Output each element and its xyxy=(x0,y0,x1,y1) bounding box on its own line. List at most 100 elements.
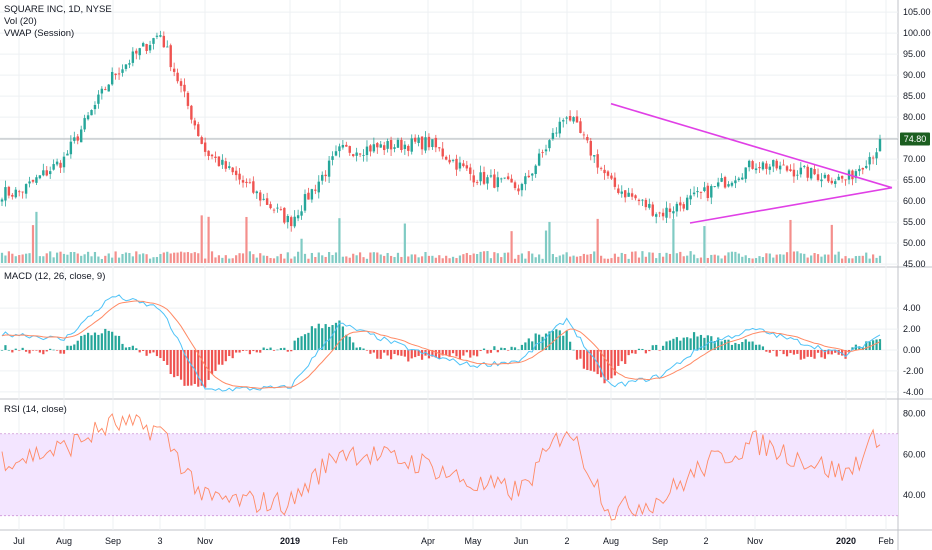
volume-bar xyxy=(696,258,699,263)
macd-histogram-bar xyxy=(569,341,572,350)
rsi-legend[interactable]: RSI (14, close) xyxy=(4,404,67,415)
volume-bar xyxy=(847,258,851,263)
candle-body xyxy=(321,174,324,181)
volume-bar xyxy=(245,216,248,263)
macd-histogram-bar xyxy=(114,335,117,350)
triangle-trendlines[interactable] xyxy=(610,102,893,224)
macd-histogram-bar xyxy=(717,337,720,350)
macd-legend[interactable]: MACD (12, 26, close, 9) xyxy=(4,271,105,282)
volume-bar xyxy=(717,255,720,263)
volume-bar xyxy=(252,254,255,263)
macd-histogram-bar xyxy=(517,349,520,351)
candle-body xyxy=(190,105,193,120)
candle-body xyxy=(531,173,534,176)
time-axis[interactable]: Jul Aug Sep 3 Nov 2019 Feb Apr May Jun 2 Aug Sep 2 Nov… xyxy=(13,536,894,546)
volume-bar xyxy=(803,253,806,263)
macd-histogram-bar xyxy=(259,350,262,353)
candle-body xyxy=(854,171,858,179)
macd-histogram-bar xyxy=(314,328,317,350)
rsi-axis[interactable]: 80.00 60.00 40.00 xyxy=(903,408,926,500)
candle-body xyxy=(482,171,486,184)
macd-histogram-bar xyxy=(830,350,833,355)
volume-bar xyxy=(121,253,124,263)
volume-bar xyxy=(617,256,620,263)
candle-body xyxy=(785,166,789,171)
candle-body xyxy=(648,203,651,208)
macd-histogram-bar xyxy=(768,350,771,353)
volume-bar xyxy=(334,252,338,263)
macd-histogram-bar xyxy=(179,350,183,380)
candle-body xyxy=(506,176,510,180)
macd-histogram-bar xyxy=(417,350,420,356)
volume-bar xyxy=(562,254,565,263)
volume-bar xyxy=(331,255,334,263)
candle-body xyxy=(579,121,582,133)
candle-body xyxy=(599,167,603,169)
volume-bar xyxy=(262,255,265,263)
volume-bar xyxy=(124,252,128,263)
volume-bar xyxy=(675,253,678,263)
macd-histogram-bar xyxy=(38,350,41,353)
candle-body xyxy=(200,137,203,144)
candle-body xyxy=(668,208,672,213)
macd-lines xyxy=(1,294,881,392)
volume-bar xyxy=(672,219,675,263)
macd-histogram-bar xyxy=(431,350,434,357)
volume-bar xyxy=(155,256,159,263)
volume-bar xyxy=(789,219,792,263)
candle-body xyxy=(355,152,358,156)
volume-bar xyxy=(210,251,214,263)
candle-body xyxy=(114,73,117,76)
macd-histogram-bar xyxy=(317,323,320,350)
volume-bar xyxy=(11,253,14,263)
candle-body xyxy=(369,145,372,152)
macd-axis[interactable]: 4.00 2.00 0.00 -2.00 -4.00 xyxy=(903,303,924,397)
macd-tick-label: -4.00 xyxy=(903,387,924,397)
macd-histogram-bar xyxy=(155,350,159,357)
volume-bar xyxy=(496,253,499,263)
symbol-legend[interactable]: SQUARE INC, 1D, NYSE xyxy=(4,4,112,15)
macd-histogram-bar xyxy=(489,350,493,353)
volume-bar xyxy=(173,252,176,263)
candle-body xyxy=(758,167,761,169)
volume-bar xyxy=(865,252,868,263)
macd-histogram-bar xyxy=(107,330,110,350)
candle-body xyxy=(489,175,493,177)
volume-bar xyxy=(117,257,121,263)
candle-body xyxy=(792,169,796,177)
macd-histogram-bar xyxy=(62,350,66,354)
candle-body xyxy=(851,170,854,180)
macd-histogram-bar xyxy=(152,350,155,353)
macd-histogram-bar xyxy=(245,350,248,351)
time-tick-label: Feb xyxy=(878,536,894,546)
volume-bar xyxy=(321,255,324,263)
volume-bar xyxy=(59,251,62,263)
candle-body xyxy=(799,167,803,175)
macd-histogram-bar xyxy=(403,350,406,357)
volume-bar xyxy=(603,258,606,263)
volume-legend[interactable]: Vol (20) xyxy=(4,16,37,27)
candle-body xyxy=(796,174,799,176)
candle-body xyxy=(210,154,214,157)
macd-histogram-bar xyxy=(345,334,348,350)
macd-histogram-bar xyxy=(699,334,703,350)
candle-body xyxy=(465,165,469,169)
candle-body xyxy=(479,172,482,182)
vwap-legend[interactable]: VWAP (Session) xyxy=(4,28,74,39)
macd-histogram-bar xyxy=(193,350,196,384)
candle-body xyxy=(816,174,820,181)
rsi-line-path xyxy=(1,413,881,521)
volume-bar xyxy=(575,256,579,263)
volume-bar xyxy=(269,258,272,263)
volume-bar xyxy=(424,252,427,263)
candle-body xyxy=(186,92,190,106)
candle-body xyxy=(413,137,417,142)
macd-histogram-bar xyxy=(476,350,479,357)
macd-histogram-bar xyxy=(334,322,338,350)
macd-histogram-bar xyxy=(610,350,613,379)
candle-body xyxy=(348,146,351,153)
candle-body xyxy=(73,137,76,141)
macd-histogram-bar xyxy=(593,350,596,372)
candle-body xyxy=(871,157,875,159)
